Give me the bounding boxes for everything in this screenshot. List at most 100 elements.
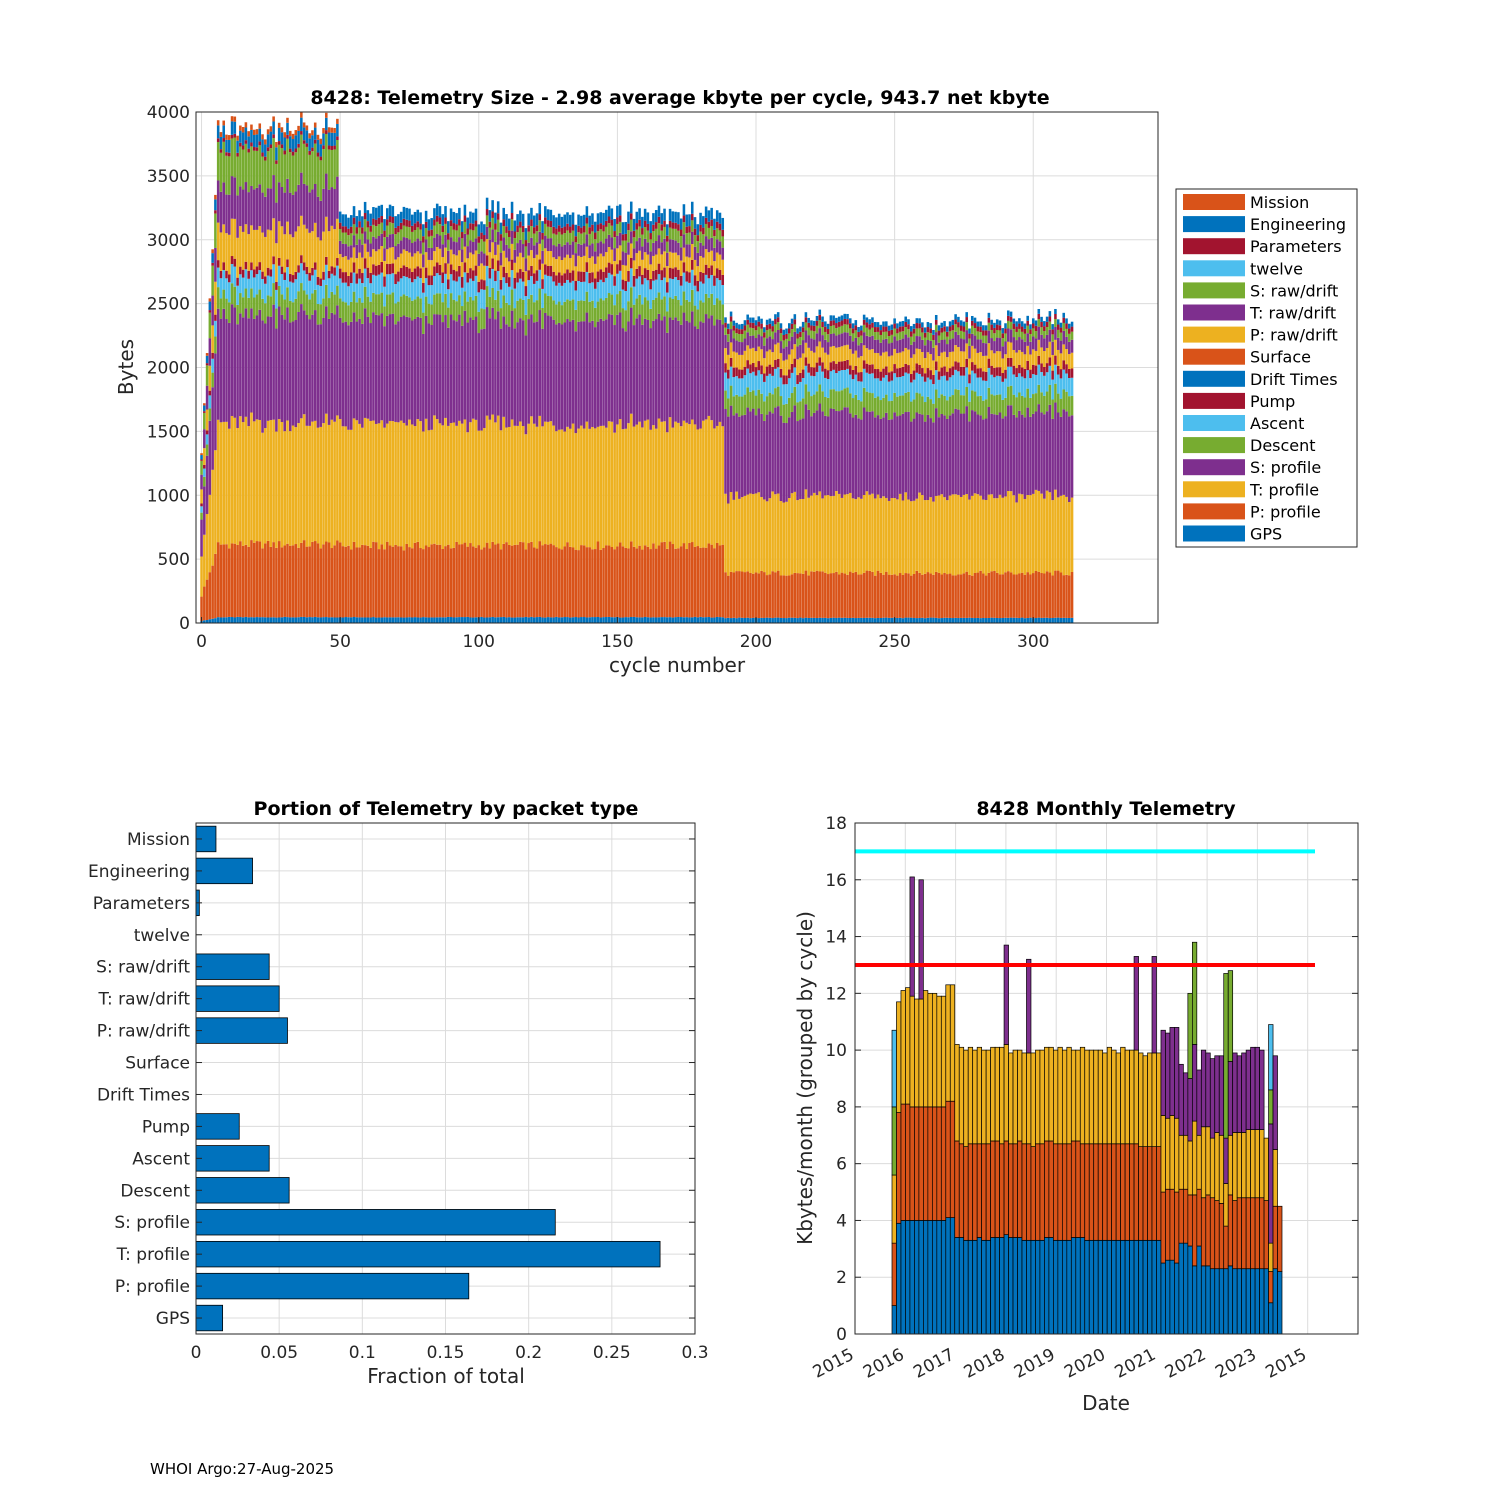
top-bar-segment xyxy=(255,187,259,230)
br-bar-segment xyxy=(1160,1029,1166,1116)
br-month-bar xyxy=(1129,1049,1135,1335)
top-bar-segment xyxy=(860,401,863,420)
top-bar-segment xyxy=(239,142,242,147)
top-bar-segment xyxy=(613,617,616,623)
top-bar-segment xyxy=(563,546,566,618)
top-bar-segment xyxy=(738,396,741,417)
br-bar-segment xyxy=(1165,1259,1171,1335)
top-bar-segment xyxy=(605,252,608,268)
top-bar-segment xyxy=(405,251,408,267)
top-cycle-bar xyxy=(671,211,675,623)
top-bar-segment xyxy=(438,544,442,618)
top-bar-segment xyxy=(530,237,533,251)
br-month-bar xyxy=(927,992,933,1335)
top-bar-segment xyxy=(1037,404,1041,491)
br-bar-segment xyxy=(1245,1197,1251,1270)
top-bar-segment xyxy=(236,277,239,286)
top-bar-segment xyxy=(333,132,336,146)
top-cycle-bar xyxy=(252,129,256,623)
top-bar-segment xyxy=(685,244,688,257)
top-bar-segment xyxy=(943,366,946,376)
top-bar-segment xyxy=(602,425,605,548)
top-bar-segment xyxy=(990,324,993,330)
top-bar-segment xyxy=(394,324,397,422)
top-bar-segment xyxy=(801,378,805,399)
top-bar-segment xyxy=(774,324,777,333)
br-bar-segment xyxy=(1236,1268,1243,1335)
top-bar-segment xyxy=(325,617,328,623)
top-bar-segment xyxy=(311,135,314,148)
top-bar-segment xyxy=(727,328,730,335)
top-bar-segment xyxy=(394,216,397,228)
top-bar-segment xyxy=(835,347,838,364)
legend-swatch xyxy=(1183,437,1245,454)
br-bar-segment xyxy=(940,995,947,1108)
top-bar-segment xyxy=(444,263,447,274)
top-bar-segment xyxy=(693,546,697,617)
top-bar-segment xyxy=(494,241,497,255)
top-bar-segment xyxy=(438,314,442,424)
top-bar-segment xyxy=(746,319,749,325)
top-y-tick-label: 1000 xyxy=(147,486,190,506)
br-bar-segment xyxy=(1044,1237,1050,1335)
top-bar-segment xyxy=(225,270,228,279)
top-bar-segment xyxy=(998,351,1002,368)
br-bar-segment xyxy=(1214,1055,1220,1133)
top-bar-segment xyxy=(940,327,944,333)
top-bar-segment xyxy=(807,497,810,576)
top-bar-segment xyxy=(779,575,783,618)
top-bar-segment xyxy=(269,131,273,145)
top-bar-segment xyxy=(715,319,719,426)
top-bar-segment xyxy=(386,263,389,275)
top-bar-segment xyxy=(946,617,949,623)
top-bar-segment xyxy=(643,227,647,239)
top-bar-segment xyxy=(577,550,580,618)
top-bar-segment xyxy=(544,248,547,265)
top-bar-segment xyxy=(1026,360,1029,371)
top-bar-segment xyxy=(965,343,968,359)
top-bar-segment xyxy=(732,330,736,339)
top-bar-segment xyxy=(200,512,203,520)
top-bar-segment xyxy=(1023,341,1027,355)
top-bar-segment xyxy=(666,266,669,283)
top-bar-segment xyxy=(790,363,794,373)
top-bar-segment xyxy=(901,338,905,352)
top-bar-segment xyxy=(302,290,306,311)
top-bar-segment xyxy=(1045,617,1049,623)
top-bar-segment xyxy=(657,263,661,275)
br-bar-segment xyxy=(891,1242,897,1306)
top-bar-segment xyxy=(746,360,749,369)
top-bar-segment xyxy=(657,274,661,293)
br-bar-segment xyxy=(1174,1027,1180,1119)
top-cycle-bar xyxy=(311,130,314,623)
top-bar-segment xyxy=(735,491,738,572)
top-bar-segment xyxy=(494,223,497,230)
top-bar-segment xyxy=(452,229,456,242)
top-bar-segment xyxy=(560,324,564,430)
top-cycle-bar xyxy=(532,215,536,623)
top-bar-segment xyxy=(516,256,519,273)
br-bar-segment xyxy=(914,1220,920,1335)
top-bar-segment xyxy=(466,432,469,547)
top-bar-segment xyxy=(247,426,250,547)
top-bar-segment xyxy=(369,272,372,284)
top-bar-segment xyxy=(990,338,993,351)
top-bar-segment xyxy=(1007,315,1010,321)
top-bar-segment xyxy=(865,327,869,336)
top-bar-segment xyxy=(549,316,553,422)
top-bar-segment xyxy=(474,419,478,548)
top-bar-segment xyxy=(258,123,262,129)
top-bar-segment xyxy=(300,215,303,256)
top-bar-segment xyxy=(336,136,339,141)
top-bar-segment xyxy=(377,294,381,316)
top-bar-segment xyxy=(471,280,475,301)
top-bar-segment xyxy=(258,128,262,142)
top-bar-segment xyxy=(496,271,500,291)
top-cycle-bar xyxy=(596,213,600,623)
top-bar-segment xyxy=(355,302,359,322)
top-bar-segment xyxy=(327,278,331,299)
top-bar-segment xyxy=(203,464,206,469)
top-bar-segment xyxy=(907,324,910,330)
top-bar-segment xyxy=(352,312,356,419)
top-bar-segment xyxy=(516,232,519,244)
